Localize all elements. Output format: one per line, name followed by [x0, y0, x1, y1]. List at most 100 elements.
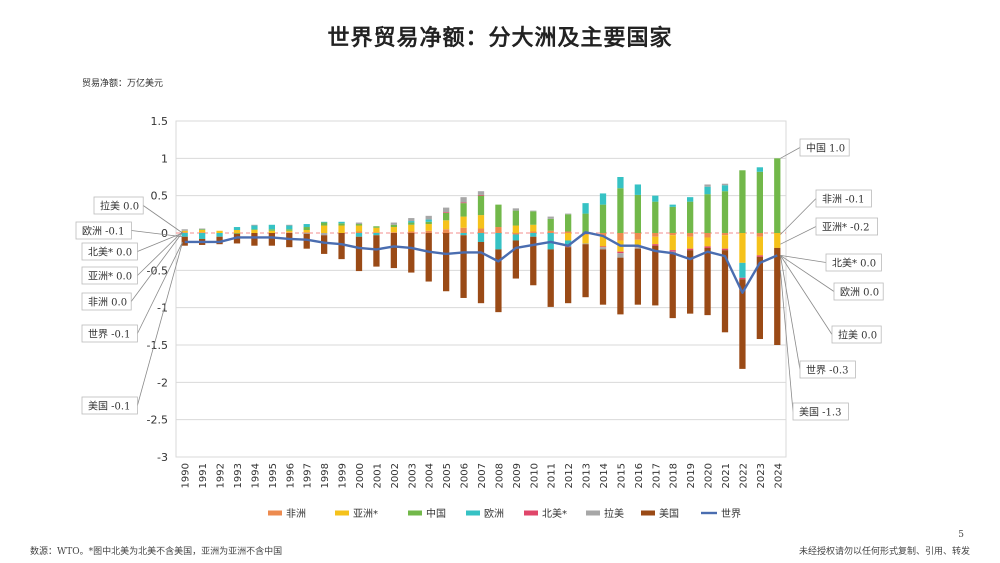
bar-europe: [721, 185, 729, 192]
bar-asia: [530, 224, 537, 232]
bar-china: [704, 194, 711, 233]
bar-asia: [687, 236, 694, 249]
bar-europe: [408, 221, 415, 223]
x-tick-label: 1999: [338, 463, 349, 488]
bar-north_america: [721, 248, 729, 251]
bar-africa: [704, 233, 711, 238]
callout-leader: [780, 255, 835, 292]
callout-leader: [137, 231, 183, 276]
bar-europe: [739, 262, 746, 278]
bar-africa: [512, 233, 519, 235]
bar-africa: [355, 231, 363, 233]
bar-africa: [303, 232, 310, 233]
bar-europe: [652, 195, 659, 202]
bar-europe: [530, 233, 537, 237]
bar-usa: [599, 249, 607, 305]
legend-swatch-north_america: [524, 510, 538, 516]
bar-latam: [408, 218, 415, 222]
bar-latam: [321, 233, 328, 236]
bar-latam: [582, 243, 589, 245]
bar-europe: [286, 225, 293, 230]
bar-north_america: [704, 246, 711, 248]
x-tick-label: 2014: [599, 463, 610, 488]
bar-asia: [355, 225, 363, 232]
bar-north_america: [460, 202, 467, 204]
bar-china: [582, 213, 589, 233]
bar-africa: [721, 233, 729, 236]
bar-china: [530, 211, 537, 225]
x-tick-label: 2023: [756, 463, 767, 488]
legend-swatch-europe: [466, 510, 480, 516]
bar-europe: [268, 224, 275, 230]
bar-north_america: [443, 212, 450, 213]
callout-label: 拉美 0.0: [780, 255, 882, 344]
bar-asia: [286, 230, 293, 233]
x-tick-label: 2007: [477, 463, 488, 488]
bar-north_america: [477, 194, 485, 196]
bar-asia: [512, 225, 519, 233]
x-tick-label: 2003: [407, 463, 418, 488]
callout-box: [815, 217, 878, 236]
bar-europe: [216, 233, 223, 237]
bar-latam: [303, 233, 310, 234]
bar-asia: [739, 233, 746, 263]
bar-china: [408, 222, 415, 225]
callout-box: [93, 196, 144, 215]
bar-europe: [233, 227, 241, 231]
x-tick-label: 2017: [651, 463, 662, 488]
bar-usa: [634, 248, 641, 305]
callout-label: 非洲 0.0: [81, 232, 183, 311]
x-tick-label: 1992: [216, 463, 227, 488]
bar-latam: [390, 222, 397, 225]
callout-text: 北美* 0.0: [88, 246, 132, 259]
bar-china: [599, 204, 607, 233]
x-tick-label: 2009: [512, 463, 523, 488]
callout-box: [825, 253, 882, 272]
x-tick-label: 2024: [773, 463, 784, 488]
bar-china: [565, 214, 572, 232]
bar-china: [512, 210, 519, 226]
bar-usa: [460, 235, 467, 298]
bar-usa: [495, 249, 502, 313]
x-tick-label: 2008: [494, 463, 505, 488]
callout-box: [75, 221, 132, 240]
bar-usa: [303, 233, 310, 249]
bar-china: [547, 218, 554, 231]
callout-text: 美国 -1.3: [799, 406, 841, 419]
bar-asia: [338, 225, 345, 233]
callout-text: 非洲 0.0: [88, 297, 127, 309]
bar-usa: [512, 240, 519, 279]
callout-text: 非洲 -0.1: [822, 194, 864, 206]
bar-asia: [425, 224, 432, 231]
bar-asia: [321, 225, 328, 233]
bar-africa: [373, 232, 380, 233]
callout-box: [792, 402, 849, 421]
callout-leader: [142, 205, 183, 234]
bar-asia: [477, 215, 485, 229]
page-number: 5: [958, 530, 964, 540]
x-tick-label: 2010: [529, 463, 540, 488]
callout-leader: [130, 232, 183, 302]
bar-africa: [547, 230, 554, 233]
bar-usa: [443, 233, 450, 292]
bar-china: [355, 224, 363, 226]
bar-usa: [652, 245, 659, 306]
bar-europe: [425, 219, 432, 222]
bar-europe: [669, 204, 676, 207]
bar-latam: [355, 222, 363, 225]
callout-label: 北美* 0.0: [780, 253, 882, 272]
bar-north_america: [687, 248, 694, 251]
bar-china: [251, 229, 258, 231]
bar-latam: [477, 191, 485, 195]
bar-asia: [565, 233, 572, 241]
bar-europe: [373, 233, 380, 236]
bar-asia: [181, 230, 188, 233]
x-tick-label: 2013: [582, 463, 593, 488]
bar-china: [617, 188, 624, 233]
x-tick-label: 2020: [704, 463, 715, 488]
callout-box: [799, 138, 850, 157]
bar-latam: [443, 207, 450, 213]
y-tick-label: -1: [157, 302, 168, 315]
x-tick-label: 2018: [669, 463, 680, 488]
bar-china: [199, 229, 206, 231]
